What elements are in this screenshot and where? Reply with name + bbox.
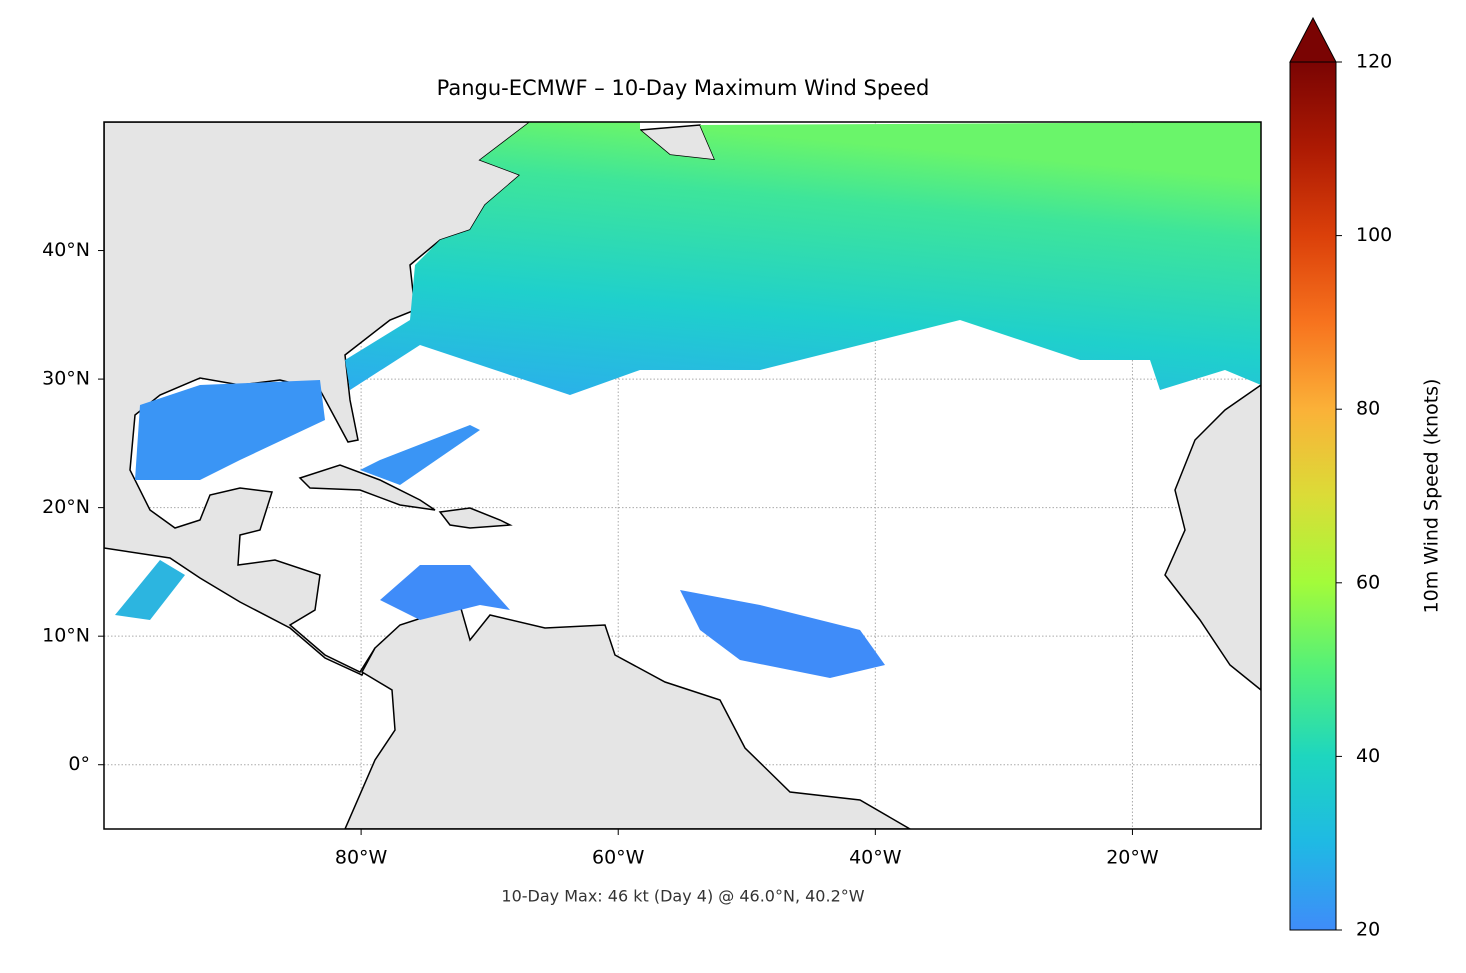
colorbar-tick-label: 40 — [1356, 745, 1380, 767]
wind-region — [380, 565, 510, 620]
colorbar-tick-label: 60 — [1356, 571, 1380, 593]
colorbar-tick-label: 80 — [1356, 398, 1380, 420]
colorbar-extend — [1289, 16, 1337, 63]
cuba — [298, 464, 436, 511]
y-tick-label: 20°N — [42, 496, 90, 518]
wind-region — [135, 380, 325, 480]
colorbar-tick-label: 20 — [1356, 919, 1380, 941]
colorbar-tick-label: 120 — [1356, 51, 1392, 73]
wind-region — [360, 425, 480, 485]
footnote: 10-Day Max: 46 kt (Day 4) @ 46.0°N, 40.2… — [501, 887, 864, 906]
africa — [1164, 384, 1261, 691]
colorbar — [1289, 61, 1337, 931]
x-tick-label: 60°W — [592, 847, 645, 869]
x-tick-label: 20°W — [1106, 847, 1159, 869]
x-tick-label: 80°W — [335, 847, 388, 869]
wind-region — [115, 560, 185, 620]
colorbar-label: 10m Wind Speed (knots) — [1421, 379, 1443, 614]
y-tick-label: 40°N — [42, 239, 90, 261]
colorbar-tick-label: 100 — [1356, 224, 1392, 246]
south-america — [344, 604, 912, 829]
wind-region — [345, 122, 1261, 395]
hispaniola — [438, 507, 513, 529]
map-area — [104, 122, 1261, 829]
y-tick-label: 0° — [68, 753, 90, 775]
wind-region — [680, 590, 885, 678]
x-tick-label: 40°W — [849, 847, 902, 869]
y-tick-label: 10°N — [42, 625, 90, 647]
y-tick-label: 30°N — [42, 368, 90, 390]
axes-frame — [103, 121, 1262, 830]
chart-title: Pangu-ECMWF – 10-Day Maximum Wind Speed — [437, 76, 930, 100]
